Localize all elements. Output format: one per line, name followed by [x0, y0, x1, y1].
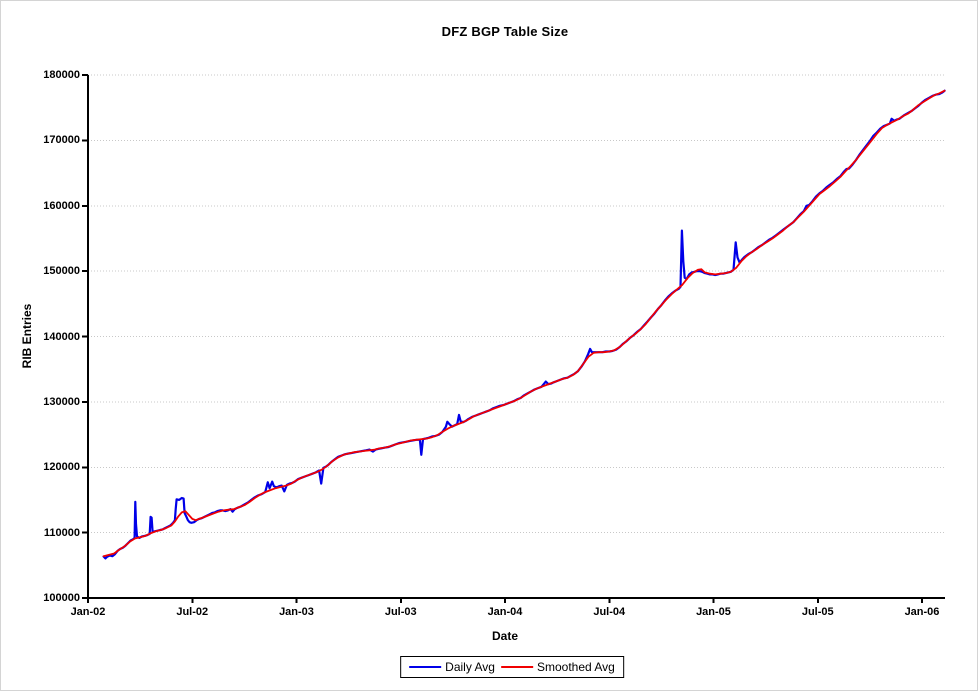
x-tick-label: Jul-04 — [593, 606, 626, 618]
x-tick-label: Jan-03 — [279, 606, 314, 618]
x-axis-title: Date — [491, 629, 518, 643]
x-tick-label: Jul-03 — [384, 606, 417, 618]
legend-entry-smoothed-avg: Smoothed Avg — [500, 660, 615, 674]
y-tick-label: 160000 — [43, 199, 80, 212]
x-tick-label: Jul-05 — [801, 606, 834, 618]
x-tick-label: Jan-05 — [696, 606, 731, 618]
y-tick-label: 130000 — [43, 395, 80, 408]
y-tick-label: 170000 — [43, 134, 80, 147]
y-tick-label: 110000 — [43, 526, 80, 539]
legend-label-smoothed-avg: Smoothed Avg — [536, 660, 615, 674]
x-tick-label: Jul-02 — [176, 606, 209, 618]
daily-avg-line — [102, 89, 946, 560]
y-tick-label: 140000 — [43, 330, 80, 343]
x-tick-label: Jan-04 — [487, 606, 523, 618]
daily-avg-line-swatch — [409, 666, 442, 668]
x-tick-label: Jan-02 — [70, 606, 106, 618]
y-tick-label: 100000 — [43, 592, 80, 604]
legend: Daily Avg Smoothed Avg — [400, 656, 624, 678]
legend-entry-daily-avg: Daily Avg — [409, 660, 495, 674]
y-tick-label: 180000 — [43, 69, 80, 81]
legend-label-daily-avg: Daily Avg — [445, 660, 495, 674]
chart-title: DFZ BGP Table Size — [441, 24, 569, 39]
smoothed-avg-line-swatch — [500, 666, 533, 668]
y-tick-label: 150000 — [43, 265, 80, 278]
x-tick-label: Jan-06 — [904, 606, 940, 618]
smoothed-avg-line — [102, 89, 946, 558]
y-tick-label: 120000 — [43, 461, 80, 474]
